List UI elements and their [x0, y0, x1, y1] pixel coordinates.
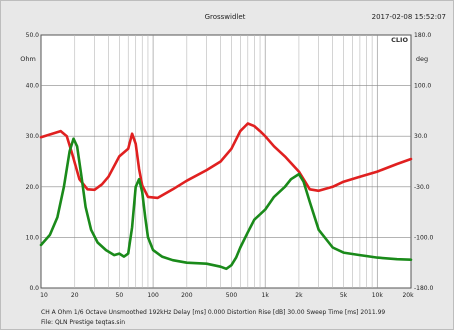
right-tick-label: 180.0: [414, 32, 431, 39]
x-tick-label: 100: [147, 292, 159, 299]
series-green-line: [39, 137, 413, 271]
left-tick-label: 0.0: [29, 285, 39, 292]
right-tick-label: -180.0: [414, 285, 434, 292]
series-red-line: [39, 122, 413, 200]
settings-line: CH A Ohm 1/6 Octave Unsmoothed 192kHz De…: [41, 309, 385, 316]
timestamp: 2017-02-08 15:52:07: [372, 13, 446, 21]
right-tick-label: -100.0: [414, 234, 434, 241]
left-tick-label: 40.0: [26, 83, 40, 90]
right-tick-label: -30.0: [414, 184, 430, 191]
left-axis-unit: Ohm: [20, 55, 36, 63]
x-tick-label: 20k: [402, 292, 414, 299]
x-tick-label: 200: [181, 292, 193, 299]
left-tick-label: 50.0: [26, 32, 40, 39]
x-tick-label: 20: [71, 292, 79, 299]
x-tick-label: 50: [116, 292, 124, 299]
plot-area: [40, 34, 412, 289]
x-tick-label: 10k: [372, 292, 384, 299]
right-axis-unit: deg: [416, 55, 428, 63]
x-tick-label: 500: [226, 292, 238, 299]
left-tick-label: 30.0: [26, 133, 40, 140]
x-tick-label: 5k: [340, 292, 348, 299]
x-tick-label: 1k: [262, 292, 270, 299]
ticks-layer: 10 20 50 100 200 500 1k 2k 5k 10k 20k 50.0 40.0 30.0 2…: [26, 32, 434, 299]
left-tick-label: 20.0: [26, 184, 40, 191]
clio-logo: CLIO: [391, 36, 408, 44]
file-line: File: QLN Prestige teqtas.sin: [41, 319, 125, 326]
series-layer: [39, 122, 413, 271]
left-tick-label: 10.0: [26, 234, 40, 241]
x-tick-label: 2k: [295, 292, 303, 299]
right-tick-label: 30.0: [414, 133, 428, 140]
chart-title: Grosswidlet: [205, 13, 246, 21]
x-tick-label: 10: [40, 292, 48, 299]
right-tick-label: 100.0: [414, 83, 431, 90]
